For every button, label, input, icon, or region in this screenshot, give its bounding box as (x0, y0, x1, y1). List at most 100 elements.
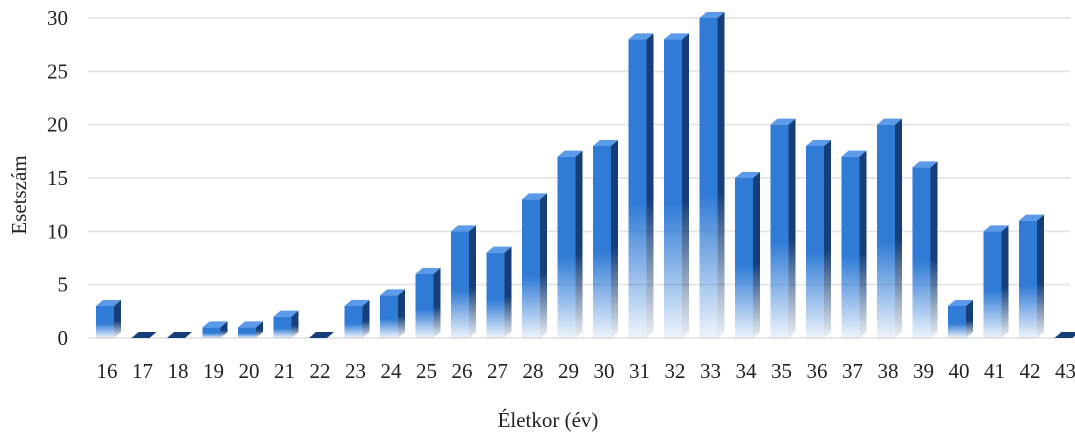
bar-29 (557, 150, 583, 338)
y-tick-label-0: 0 (58, 326, 69, 350)
y-tick-labels: 0 5 10 15 20 25 30 (47, 6, 68, 350)
bar-front-31 (628, 39, 647, 338)
x-tick-label-16: 16 (97, 359, 118, 383)
bar-front-39 (912, 167, 931, 338)
bar-top-16 (96, 300, 121, 306)
bars (96, 12, 1075, 339)
bar-side-33 (717, 12, 725, 338)
bar-top-39 (912, 161, 938, 168)
bar-side-40 (966, 300, 973, 338)
x-tick-label-17: 17 (132, 359, 153, 383)
bar-top-34 (735, 172, 760, 178)
x-tick-label-24: 24 (381, 359, 403, 383)
x-tick-label-34: 34 (736, 359, 758, 383)
x-tick-label-32: 32 (665, 359, 686, 383)
bar-16 (96, 300, 121, 338)
x-tick-label-27: 27 (487, 359, 508, 383)
bar-33 (699, 12, 725, 338)
bar-38 (877, 118, 902, 339)
bar-side-41 (1001, 225, 1009, 338)
bar-side-39 (930, 161, 938, 338)
bar-28 (522, 193, 547, 338)
bar-side-35 (788, 118, 796, 339)
bar-30 (593, 140, 618, 338)
bar-39 (912, 161, 938, 338)
bar-top-42 (1019, 214, 1044, 221)
bar-front-16 (96, 306, 114, 338)
bar-front-36 (806, 146, 824, 338)
x-tick-label-21: 21 (274, 359, 295, 383)
bar-36 (806, 140, 831, 338)
bar-top-43 (1054, 332, 1075, 338)
x-tick-label-18: 18 (168, 359, 189, 383)
bar-18 (167, 332, 192, 338)
x-tick-label-30: 30 (594, 359, 615, 383)
bar-top-24 (380, 289, 405, 296)
bar-side-34 (753, 172, 760, 338)
bar-top-27 (486, 246, 512, 253)
bar-top-37 (841, 150, 867, 157)
bar-25 (415, 268, 441, 338)
bar-27 (486, 246, 512, 338)
bar-top-30 (593, 140, 618, 146)
bar-front-32 (664, 39, 682, 338)
bar-top-17 (131, 332, 157, 338)
bar-43 (1054, 332, 1075, 338)
bar-side-16 (114, 300, 121, 338)
bar-side-42 (1037, 214, 1044, 338)
bar-side-24 (398, 289, 405, 338)
bar-34 (735, 172, 760, 338)
x-tick-label-41: 41 (984, 359, 1005, 383)
bar-front-34 (735, 178, 753, 338)
bar-front-28 (522, 199, 540, 338)
x-tick-label-36: 36 (807, 359, 828, 383)
bar-40 (948, 300, 973, 338)
bar-top-25 (415, 268, 441, 274)
x-axis-label: Életkor (év) (498, 408, 599, 432)
bar-top-38 (877, 118, 902, 125)
bar-37 (841, 150, 867, 338)
bar-side-37 (859, 150, 867, 338)
bar-front-24 (380, 295, 398, 338)
bar-front-38 (877, 124, 895, 339)
bar-top-28 (522, 193, 547, 200)
bar-19 (202, 321, 228, 338)
bar-top-18 (167, 332, 192, 338)
bar-front-26 (451, 231, 469, 338)
x-tick-label-40: 40 (949, 359, 970, 383)
x-tick-label-19: 19 (203, 359, 224, 383)
x-tick-label-28: 28 (523, 359, 544, 383)
bar-top-36 (806, 140, 831, 146)
x-tick-label-25: 25 (416, 359, 437, 383)
bar-front-29 (557, 156, 576, 338)
y-tick-label-10: 10 (47, 219, 68, 243)
y-axis-label: Esetszám (7, 155, 31, 234)
x-tick-label-35: 35 (771, 359, 792, 383)
x-tick-label-26: 26 (452, 359, 473, 383)
bar-side-36 (824, 140, 831, 338)
bar-top-22 (309, 332, 334, 338)
bar-41 (983, 225, 1009, 338)
x-tick-label-39: 39 (913, 359, 934, 383)
bar-17 (131, 332, 157, 338)
bar-side-28 (540, 193, 547, 338)
bar-top-29 (557, 150, 583, 157)
bar-side-25 (433, 268, 441, 338)
bar-side-38 (895, 118, 902, 339)
bar-side-21 (291, 310, 299, 338)
y-tick-label-25: 25 (47, 59, 68, 83)
bar-front-35 (770, 124, 789, 339)
bar-top-26 (451, 225, 476, 232)
bar-42 (1019, 214, 1044, 338)
x-tick-labels: 16 17 18 19 20 21 22 23 24 25 26 27 28 29 30 31 32 33 34 35… (97, 359, 1075, 383)
bar-21 (273, 310, 299, 338)
bar-front-42 (1019, 220, 1037, 338)
x-tick-label-33: 33 (700, 359, 721, 383)
bar-front-27 (486, 252, 505, 338)
bar-front-41 (983, 231, 1002, 338)
y-tick-label-15: 15 (47, 166, 68, 190)
bar-side-19 (220, 321, 228, 338)
bar-top-40 (948, 300, 973, 306)
bar-top-20 (238, 321, 263, 328)
